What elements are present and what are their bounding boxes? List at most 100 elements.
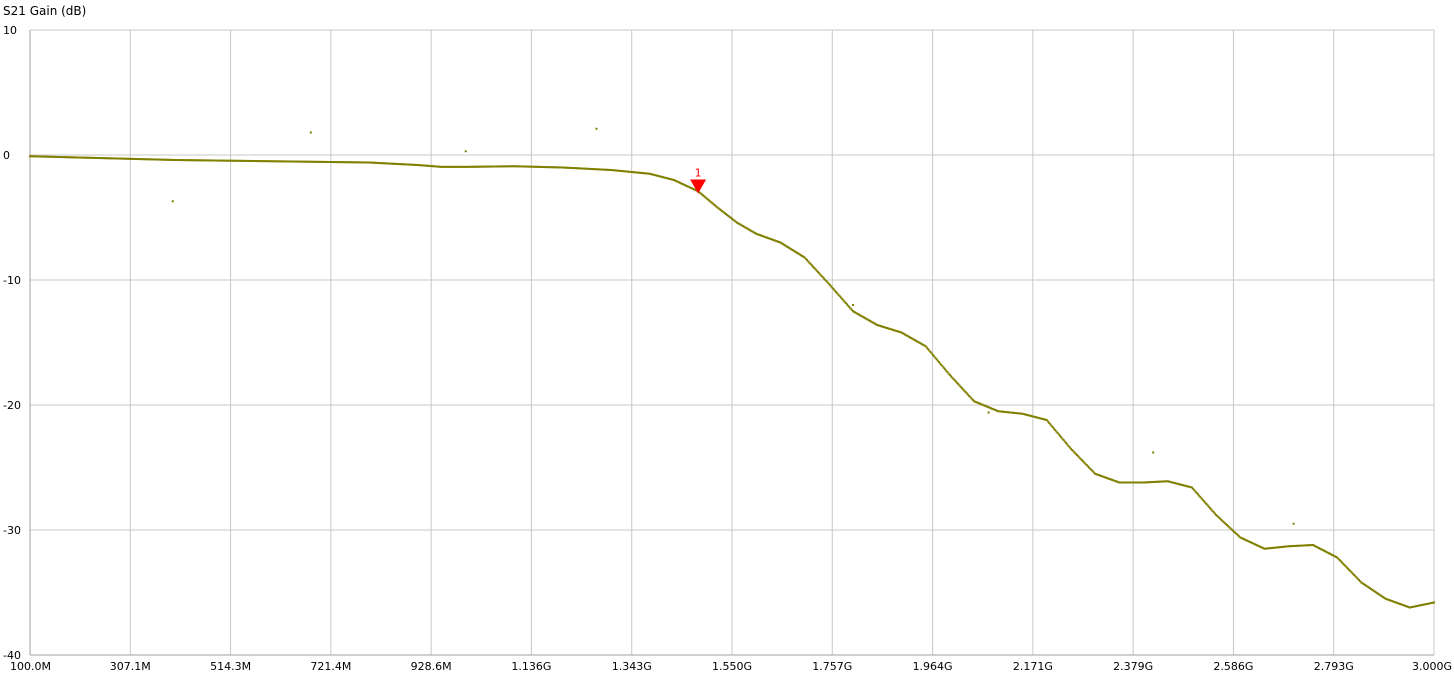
trace-point bbox=[107, 157, 110, 160]
trace-point bbox=[62, 156, 65, 159]
trace-point bbox=[1134, 481, 1137, 484]
trace-point bbox=[576, 167, 579, 170]
trace-point bbox=[554, 166, 557, 169]
trace-point bbox=[608, 168, 611, 171]
trace-point bbox=[41, 155, 44, 158]
marker-1[interactable]: 1 bbox=[690, 167, 707, 194]
trace-point bbox=[1227, 525, 1230, 528]
trace-point bbox=[1357, 579, 1360, 581]
trace-point bbox=[257, 160, 260, 163]
trace-point bbox=[1169, 480, 1172, 483]
trace-point bbox=[868, 319, 871, 322]
trace-point bbox=[120, 157, 123, 160]
trace-point bbox=[478, 165, 481, 168]
trace-point bbox=[1228, 526, 1231, 529]
trace-point bbox=[1297, 544, 1300, 547]
trace-point bbox=[1080, 459, 1083, 461]
trace-point bbox=[1032, 415, 1035, 418]
trace-point bbox=[1098, 474, 1101, 477]
trace-point bbox=[1206, 504, 1209, 507]
trace-point bbox=[71, 156, 74, 159]
trace-point bbox=[862, 316, 865, 319]
trace-point bbox=[640, 171, 643, 174]
trace-point bbox=[1045, 419, 1048, 421]
trace-point bbox=[484, 165, 487, 168]
trace-point bbox=[204, 159, 207, 162]
trace-point bbox=[427, 164, 430, 167]
trace-point bbox=[619, 169, 622, 172]
trace-point bbox=[586, 167, 589, 170]
trace-point bbox=[256, 160, 259, 163]
trace-point bbox=[590, 168, 593, 170]
trace-point bbox=[222, 159, 225, 162]
trace-point bbox=[716, 206, 719, 209]
trace-point bbox=[714, 204, 717, 207]
trace-point bbox=[606, 168, 609, 171]
trace-point bbox=[413, 163, 416, 166]
trace-point bbox=[91, 156, 94, 159]
trace-point bbox=[957, 383, 960, 386]
trace-point bbox=[737, 222, 740, 225]
trace-point bbox=[401, 163, 404, 166]
trace-point bbox=[1270, 547, 1273, 549]
trace-point bbox=[548, 166, 551, 169]
trace-point bbox=[850, 308, 853, 311]
trace-point bbox=[1420, 604, 1423, 606]
trace-point bbox=[1003, 410, 1006, 413]
trace-point bbox=[1129, 481, 1132, 484]
trace-point bbox=[1365, 584, 1368, 587]
trace-point bbox=[311, 160, 314, 163]
trace-point bbox=[1054, 429, 1057, 432]
trace-point bbox=[37, 155, 40, 158]
trace-point bbox=[807, 260, 810, 263]
trace-point bbox=[906, 334, 909, 337]
trace-point bbox=[838, 295, 841, 298]
trace-point bbox=[521, 165, 524, 168]
trace-point bbox=[1371, 588, 1374, 591]
trace-point bbox=[1245, 539, 1248, 542]
trace-point bbox=[1158, 480, 1161, 483]
trace-point bbox=[1085, 464, 1088, 466]
trace-point bbox=[625, 170, 628, 173]
trace-point bbox=[182, 159, 185, 162]
trace-point bbox=[585, 167, 588, 170]
trace-point bbox=[1240, 537, 1243, 540]
trace-point bbox=[1299, 544, 1302, 547]
trace-point bbox=[228, 159, 231, 162]
trace-point bbox=[853, 310, 856, 313]
trace-point bbox=[1083, 461, 1086, 464]
trace-point bbox=[441, 165, 444, 168]
trace-point bbox=[336, 161, 339, 164]
trace-point bbox=[718, 208, 721, 211]
trace-point bbox=[421, 164, 424, 167]
trace-point bbox=[1281, 545, 1284, 548]
trace-point bbox=[476, 165, 479, 168]
trace-point bbox=[341, 161, 344, 164]
trace-point bbox=[654, 174, 657, 177]
trace-point bbox=[486, 165, 489, 168]
y-tick-label: -40 bbox=[3, 649, 21, 662]
trace-point bbox=[928, 349, 931, 352]
trace-point bbox=[349, 161, 352, 164]
trace-point bbox=[1101, 475, 1104, 478]
trace-point bbox=[106, 157, 109, 160]
trace-point bbox=[430, 165, 433, 168]
trace-point bbox=[67, 156, 70, 159]
marker-triangle-icon[interactable] bbox=[690, 179, 707, 194]
trace-point bbox=[1152, 481, 1155, 483]
trace-point bbox=[464, 165, 467, 168]
trace-point bbox=[687, 185, 690, 188]
trace-point bbox=[375, 161, 378, 164]
trace-point bbox=[1361, 582, 1364, 585]
trace-point bbox=[59, 156, 62, 159]
x-tick-label: 1.550G bbox=[712, 660, 752, 673]
trace-point bbox=[986, 405, 989, 408]
trace-point bbox=[308, 160, 311, 163]
trace-point bbox=[395, 162, 398, 165]
trace-point bbox=[835, 291, 838, 293]
trace-point bbox=[918, 341, 921, 344]
trace-point bbox=[94, 156, 97, 159]
trace-point bbox=[709, 200, 712, 203]
trace-point bbox=[347, 161, 350, 164]
trace-point bbox=[705, 197, 708, 200]
